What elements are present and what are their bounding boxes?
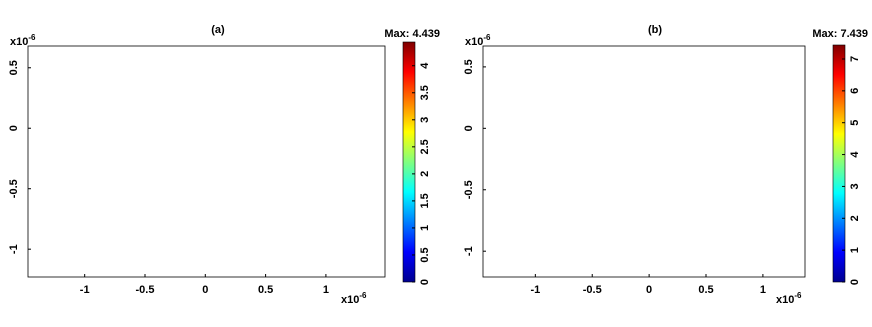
axis-scale: x10-6 xyxy=(10,33,36,48)
colorbar-tick-label: 2 xyxy=(419,171,431,177)
axis-scale-exponent: -6 xyxy=(359,291,367,300)
colorbar-tick-label: 6 xyxy=(849,88,861,94)
x-tick-label: 0 xyxy=(646,284,652,296)
panel-title: (a) xyxy=(211,24,225,36)
colorbar-tick-label: 0 xyxy=(419,279,431,285)
y-tick-label: 0.5 xyxy=(8,60,20,75)
x-tick-label: -0.5 xyxy=(583,284,602,296)
x-tick-label: 1 xyxy=(760,284,766,296)
max-label: Max: 4.439 xyxy=(384,28,440,40)
colorbar-tick-label: 2.5 xyxy=(419,139,431,154)
colorbar-tick-label: 7 xyxy=(849,56,861,62)
colorbar-tick-label: 3.5 xyxy=(419,85,431,100)
colorbar-tick-label: 4 xyxy=(849,151,861,158)
colorbar xyxy=(402,41,416,283)
x-tick-label: -1 xyxy=(530,284,540,296)
y-tick-label: 0 xyxy=(463,125,475,131)
axis-scale-base: x10 xyxy=(465,36,483,48)
colorbar-tick-label: 3 xyxy=(849,183,861,189)
axis-scale-exponent: -6 xyxy=(28,33,36,42)
x-tick-label: -1 xyxy=(80,284,90,296)
colorbar-tick-label: 4 xyxy=(419,62,431,69)
max-label: Max: 7.439 xyxy=(812,28,868,40)
y-tick-label: -0.5 xyxy=(463,180,475,199)
axis-scale-base: x10 xyxy=(776,294,794,306)
y-tick-label: 0.5 xyxy=(463,59,475,74)
axis-scale: x10-6 xyxy=(341,291,367,306)
colorbar-tick-label: 1 xyxy=(849,247,861,253)
axis-scale-base: x10 xyxy=(341,294,359,306)
colorbar-tick-label: 5 xyxy=(849,120,861,126)
x-tick-label: 0 xyxy=(202,284,208,296)
colorbar-tick-label: 0 xyxy=(849,279,861,285)
panel-title: (b) xyxy=(648,24,662,36)
y-tick-label: -0.5 xyxy=(8,179,20,198)
plot-frame xyxy=(27,45,386,278)
y-tick-label: 0 xyxy=(8,125,20,131)
colorbar-tick-label: 3 xyxy=(419,117,431,123)
colorbar xyxy=(832,44,846,283)
y-tick-label: -1 xyxy=(8,244,20,254)
colorbar-tick-label: 0.5 xyxy=(419,247,431,262)
axis-scale: x10-6 xyxy=(465,33,491,48)
axis-scale-base: x10 xyxy=(10,36,28,48)
axis-scale: x10-6 xyxy=(776,291,802,306)
y-tick-label: -1 xyxy=(463,246,475,256)
colorbar-tick-label: 1.5 xyxy=(419,193,431,208)
plot-frame xyxy=(482,45,806,278)
axis-scale-exponent: -6 xyxy=(794,291,802,300)
axis-scale-exponent: -6 xyxy=(483,33,491,42)
x-tick-label: 0.5 xyxy=(698,284,713,296)
colorbar-tick-label: 2 xyxy=(849,215,861,221)
x-tick-label: 1 xyxy=(323,284,329,296)
colorbar-tick-label: 1 xyxy=(419,225,431,231)
x-tick-label: -0.5 xyxy=(136,284,155,296)
x-tick-label: 0.5 xyxy=(258,284,273,296)
